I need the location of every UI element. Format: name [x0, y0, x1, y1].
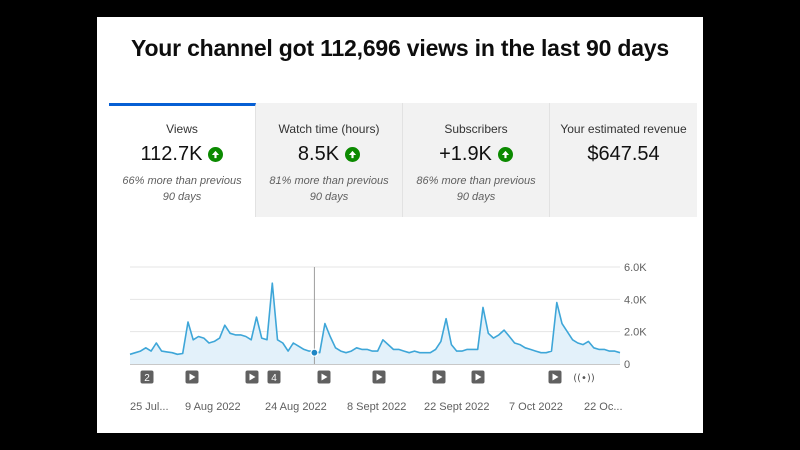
- play-triangle: [189, 373, 196, 381]
- x-tick-label: 22 Oc...: [584, 401, 623, 413]
- x-tick-label: 8 Sept 2022: [347, 401, 406, 413]
- marker-badge: [267, 370, 281, 384]
- video-marker[interactable]: 2: [140, 370, 154, 385]
- comparison-note: 66% more than previous 90 days: [122, 175, 242, 203]
- video-marker[interactable]: 4: [267, 370, 281, 385]
- x-tick-label: 22 Sept 2022: [424, 401, 489, 413]
- arrow-up-icon: [208, 147, 224, 162]
- metric-tabs: Views 112.7K 66% more than previous 90 d…: [109, 103, 703, 217]
- comparison-note: 86% more than previous 90 days: [416, 175, 536, 203]
- arrow-up-icon: [345, 147, 361, 162]
- play-triangle: [249, 373, 256, 381]
- x-axis: 25 Jul... 9 Aug 2022 24 Aug 2022 8 Sept 202…: [130, 401, 623, 413]
- play-triangle: [376, 373, 383, 381]
- video-marker[interactable]: [372, 370, 386, 384]
- tab-watch-time[interactable]: Watch time (hours) 8.5K 81% more than pr…: [256, 103, 403, 217]
- y-tick-label: 0: [624, 359, 630, 371]
- y-tick-label: 6.0K: [624, 262, 647, 274]
- tab-label: Subscribers: [444, 122, 508, 136]
- video-marker[interactable]: [432, 370, 446, 384]
- play-triangle: [475, 373, 482, 381]
- y-axis: 6.0K 4.0K 2.0K 0: [624, 262, 647, 371]
- y-tick-label: 2.0K: [624, 327, 647, 339]
- video-marker[interactable]: [185, 370, 199, 384]
- x-tick-label: 7 Oct 2022: [509, 401, 563, 413]
- tab-value: 112.7K: [109, 143, 255, 166]
- metric-value: $647.54: [587, 143, 660, 165]
- arrow-up-icon: [497, 147, 513, 162]
- video-marker[interactable]: [548, 370, 562, 384]
- tab-value: +1.9K: [403, 143, 549, 166]
- channel-overview-card: Your channel got 112,696 views in the la…: [97, 17, 703, 433]
- play-triangle: [436, 373, 443, 381]
- views-line: [129, 282, 621, 356]
- play-triangle: [321, 373, 328, 381]
- hover-point[interactable]: [310, 348, 319, 357]
- comparison-note: 81% more than previous 90 days: [269, 175, 389, 203]
- live-icon: ((•)): [573, 373, 595, 384]
- tab-views[interactable]: Views 112.7K 66% more than previous 90 d…: [109, 103, 256, 217]
- marker-count: 2: [144, 373, 150, 384]
- tab-label: Your estimated revenue: [560, 122, 687, 136]
- metric-value: 8.5K: [297, 143, 340, 165]
- video-marker[interactable]: [471, 370, 485, 384]
- x-tick-label: 9 Aug 2022: [185, 401, 241, 413]
- x-tick-label: 25 Jul...: [130, 401, 169, 413]
- video-marker[interactable]: [317, 370, 331, 384]
- metric-value: +1.9K: [439, 143, 492, 165]
- views-area: [130, 283, 620, 364]
- page-title: Your channel got 112,696 views in the la…: [131, 35, 669, 61]
- marker-badge: [140, 370, 154, 384]
- video-markers: 2 4 ((•)): [140, 370, 595, 385]
- tab-value: $647.54: [550, 143, 697, 166]
- y-tick-label: 4.0K: [624, 294, 647, 306]
- views-chart[interactable]: 6.0K 4.0K 2.0K 0 2 4 ((•)) 25 Jul... 9 Aug 202…: [97, 217, 703, 433]
- metric-value: 112.7K: [140, 143, 203, 165]
- x-tick-label: 24 Aug 2022: [265, 401, 327, 413]
- tab-subscribers[interactable]: Subscribers +1.9K 86% more than previous…: [403, 103, 550, 217]
- video-marker[interactable]: [245, 370, 259, 384]
- tab-label: Views: [166, 122, 198, 136]
- marker-count: 4: [271, 373, 277, 384]
- tab-value: 8.5K: [256, 143, 402, 166]
- tab-label: Watch time (hours): [278, 122, 380, 136]
- live-marker[interactable]: ((•)): [573, 373, 595, 384]
- tab-estimated-revenue[interactable]: Your estimated revenue $647.54: [550, 103, 697, 217]
- play-triangle: [552, 373, 559, 381]
